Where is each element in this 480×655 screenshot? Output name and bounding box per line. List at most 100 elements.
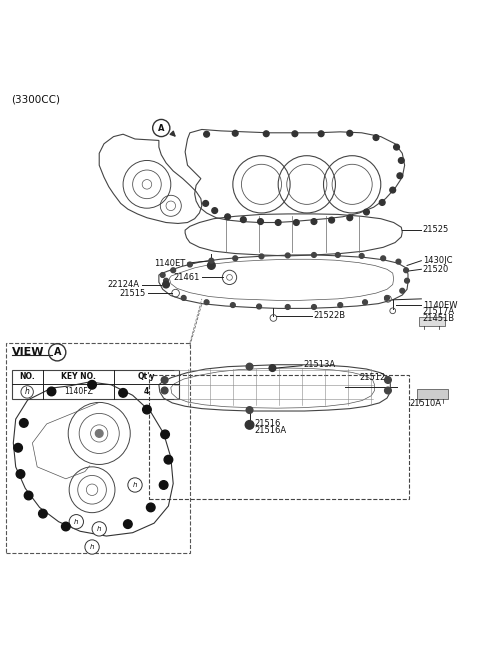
Circle shape [123,520,132,529]
Circle shape [336,253,340,257]
Circle shape [384,387,391,394]
Circle shape [338,303,343,307]
Bar [12,371,179,399]
Circle shape [312,305,316,309]
Circle shape [143,405,151,414]
Text: 21461: 21461 [173,273,199,282]
Circle shape [203,200,208,206]
Text: VIEW: VIEW [12,347,44,358]
Circle shape [232,130,238,136]
Circle shape [257,304,262,309]
Text: 21520: 21520 [423,265,449,274]
Circle shape [61,522,70,531]
Circle shape [119,388,127,397]
Text: 21522B: 21522B [313,311,345,320]
Circle shape [128,478,142,492]
Text: 21516: 21516 [254,419,281,428]
Text: h: h [90,544,94,550]
Circle shape [96,430,103,438]
Circle shape [246,407,253,413]
Circle shape [85,540,99,554]
Circle shape [311,219,317,225]
Circle shape [88,381,96,389]
Circle shape [363,300,367,305]
Text: 1430JC: 1430JC [423,256,452,265]
Circle shape [160,272,165,277]
Circle shape [47,387,56,396]
Circle shape [381,256,385,261]
Circle shape [181,295,186,300]
Circle shape [264,131,269,137]
Text: h: h [74,519,79,525]
Text: A: A [158,124,165,132]
Circle shape [276,219,281,225]
Circle shape [38,510,47,518]
Circle shape [397,173,403,179]
Circle shape [384,377,391,383]
Circle shape [360,253,364,258]
Text: Qt'y: Qt'y [138,372,156,381]
Circle shape [188,262,192,267]
Circle shape [209,258,214,263]
Circle shape [233,256,238,261]
Circle shape [347,130,353,136]
Bar [417,388,447,399]
Circle shape [240,217,246,223]
Circle shape [285,253,290,258]
Circle shape [230,303,235,307]
Circle shape [212,208,217,214]
Text: A: A [53,347,61,358]
Circle shape [259,254,264,259]
Circle shape [16,470,25,478]
Circle shape [225,214,230,219]
Circle shape [312,253,316,257]
Text: h: h [97,526,101,532]
Circle shape [69,515,84,529]
Circle shape [246,364,253,370]
Text: 1140EW: 1140EW [423,301,457,310]
Circle shape [398,158,404,163]
Text: 21512: 21512 [360,373,385,382]
Text: 22124A: 22124A [108,280,140,289]
Circle shape [373,135,379,140]
Circle shape [318,131,324,137]
Bar [6,343,190,553]
Circle shape [204,300,209,305]
Text: 4: 4 [144,387,149,396]
Circle shape [163,281,169,288]
Text: h: h [133,482,137,488]
Circle shape [159,481,168,489]
Circle shape [400,288,405,293]
Circle shape [394,144,399,150]
Circle shape [269,365,276,371]
Circle shape [292,131,298,137]
Circle shape [20,419,28,427]
Circle shape [24,491,33,500]
Circle shape [204,132,209,137]
Text: 21525: 21525 [423,225,449,234]
Bar [149,375,409,499]
Text: 21510A: 21510A [409,400,442,408]
Text: 21451B: 21451B [423,314,455,324]
Circle shape [405,278,409,283]
Text: 21513A: 21513A [303,360,336,369]
Text: 1140FZ: 1140FZ [64,387,93,396]
Text: 21515: 21515 [120,289,146,297]
Circle shape [146,503,155,512]
Circle shape [161,377,168,383]
Circle shape [164,278,168,283]
Circle shape [293,219,299,225]
Text: KEY NO.: KEY NO. [61,372,96,381]
Text: NO.: NO. [19,372,35,381]
Circle shape [404,268,408,272]
Circle shape [396,259,401,264]
Text: (3300CC): (3300CC) [11,94,60,104]
Text: 21517A: 21517A [423,307,455,316]
Circle shape [364,209,369,215]
Circle shape [171,268,176,272]
Circle shape [14,443,23,452]
Text: 21516A: 21516A [254,426,287,435]
Circle shape [207,261,215,269]
Circle shape [245,421,254,429]
Circle shape [390,187,396,193]
